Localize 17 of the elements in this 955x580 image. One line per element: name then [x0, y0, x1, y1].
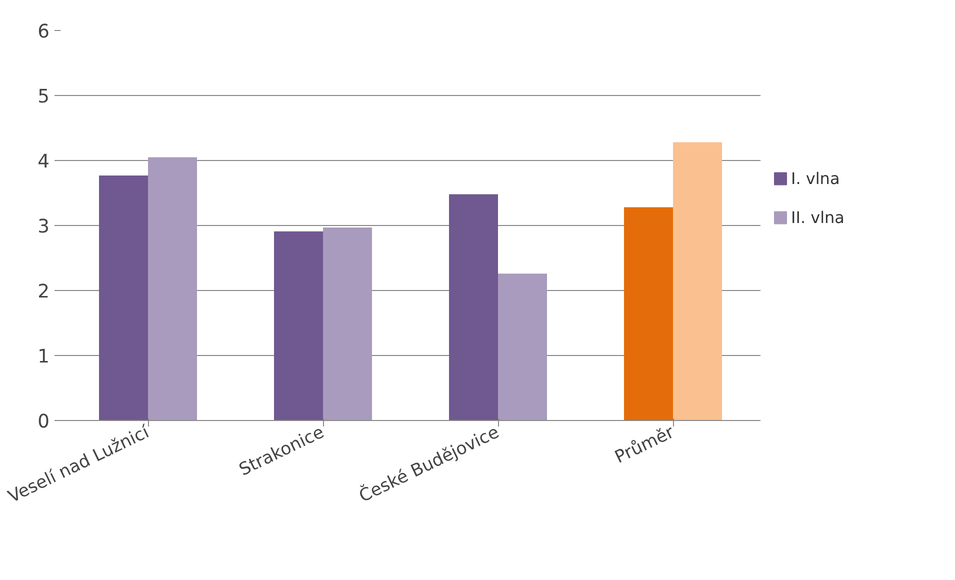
y-tick-label: 6: [38, 22, 50, 42]
y-tick-label: 5: [38, 86, 50, 108]
y-tick-label: 0: [38, 412, 50, 432]
bar: [624, 207, 673, 420]
bar: [99, 175, 148, 420]
bar: [323, 227, 372, 420]
y-tick-label: 4: [38, 152, 50, 172]
y-tick-label: 3: [38, 216, 50, 238]
legend-label: II. vlna: [791, 208, 844, 228]
y-tick-label: 2: [38, 282, 50, 302]
bar: [673, 142, 722, 420]
bar: [274, 231, 323, 420]
bar: [498, 274, 547, 420]
legend-label: I. vlna: [791, 169, 840, 188]
y-tick-label: 1: [38, 346, 50, 368]
bar: [449, 194, 498, 420]
bar: [148, 157, 197, 420]
